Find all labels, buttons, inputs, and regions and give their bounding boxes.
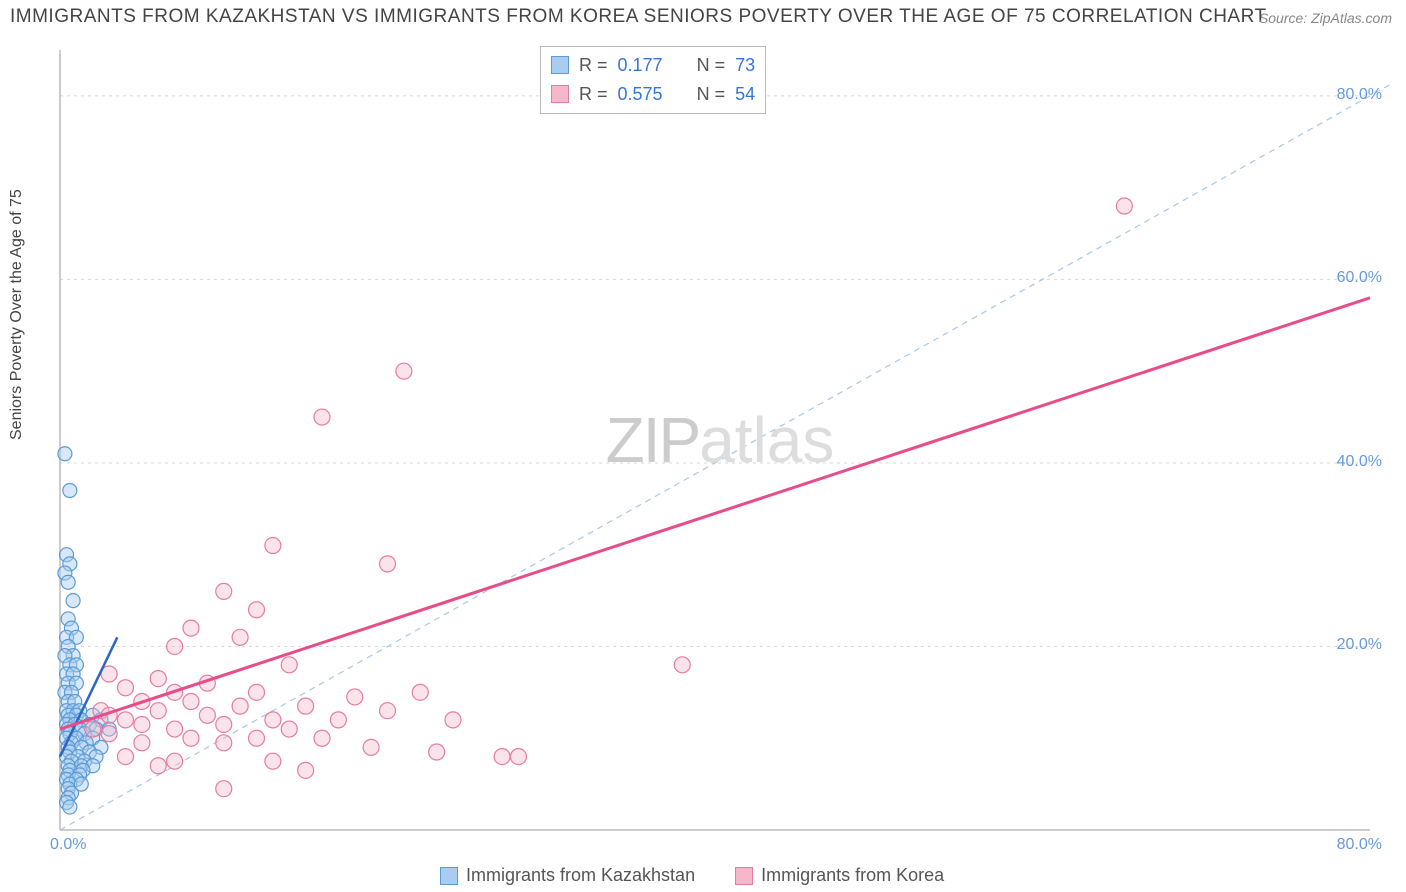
n-value: 73 bbox=[735, 51, 755, 80]
x-tick-label: 80.0% bbox=[1337, 836, 1382, 854]
stats-row: R = 0.575 N = 54 bbox=[551, 80, 755, 109]
series-swatch bbox=[551, 56, 569, 74]
y-tick-label: 60.0% bbox=[1337, 269, 1382, 287]
legend-swatch bbox=[440, 867, 458, 885]
scatter-chart-svg bbox=[50, 40, 1390, 840]
y-tick-label: 20.0% bbox=[1337, 636, 1382, 654]
r-value: 0.575 bbox=[618, 80, 663, 109]
r-value: 0.177 bbox=[618, 51, 663, 80]
chart-legend: Immigrants from Kazakhstan Immigrants fro… bbox=[440, 865, 944, 886]
y-tick-label: 40.0% bbox=[1337, 453, 1382, 471]
r-label: R = bbox=[579, 80, 608, 109]
correlation-stats-box: R = 0.177 N = 73 R = 0.575 N = 54 bbox=[540, 46, 766, 114]
chart-title: IMMIGRANTS FROM KAZAKHSTAN VS IMMIGRANTS… bbox=[10, 6, 1267, 28]
r-label: R = bbox=[579, 51, 608, 80]
legend-item: Immigrants from Kazakhstan bbox=[440, 865, 695, 886]
legend-label: Immigrants from Kazakhstan bbox=[466, 865, 695, 886]
n-value: 54 bbox=[735, 80, 755, 109]
x-tick-label: 0.0% bbox=[50, 836, 86, 854]
n-label: N = bbox=[697, 51, 726, 80]
source-attribution: Source: ZipAtlas.com bbox=[1259, 10, 1392, 26]
legend-item: Immigrants from Korea bbox=[735, 865, 944, 886]
chart-plot-area: ZIPatlas 20.0%40.0%60.0%80.0%0.0%80.0% bbox=[50, 40, 1390, 840]
stats-row: R = 0.177 N = 73 bbox=[551, 51, 755, 80]
y-tick-label: 80.0% bbox=[1337, 86, 1382, 104]
legend-label: Immigrants from Korea bbox=[761, 865, 944, 886]
y-axis-label: Seniors Poverty Over the Age of 75 bbox=[8, 189, 26, 440]
n-label: N = bbox=[697, 80, 726, 109]
legend-swatch bbox=[735, 867, 753, 885]
series-swatch bbox=[551, 85, 569, 103]
